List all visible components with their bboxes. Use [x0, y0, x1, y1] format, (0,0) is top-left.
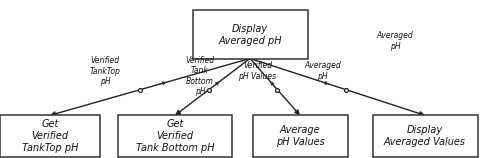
FancyBboxPatch shape [372, 115, 478, 157]
Text: Get
Verified
TankTop pH: Get Verified TankTop pH [22, 119, 78, 153]
FancyBboxPatch shape [252, 115, 348, 157]
Text: Get
Verified
Tank Bottom pH: Get Verified Tank Bottom pH [136, 119, 214, 153]
Text: Average
pH Values: Average pH Values [276, 125, 324, 147]
FancyBboxPatch shape [192, 10, 308, 59]
Text: Display
Averaged pH: Display Averaged pH [218, 24, 282, 46]
Text: Averaged
pH: Averaged pH [376, 31, 414, 51]
Text: Averaged
pH: Averaged pH [304, 61, 341, 81]
Text: Verified
TankTop
pH: Verified TankTop pH [90, 56, 120, 86]
Text: Verified
Tank
Bottom
pH: Verified Tank Bottom pH [186, 56, 214, 96]
FancyBboxPatch shape [0, 115, 100, 157]
FancyBboxPatch shape [118, 115, 232, 157]
Text: Display
Averaged Values: Display Averaged Values [384, 125, 466, 147]
Text: Verified
pH Values: Verified pH Values [238, 61, 277, 81]
